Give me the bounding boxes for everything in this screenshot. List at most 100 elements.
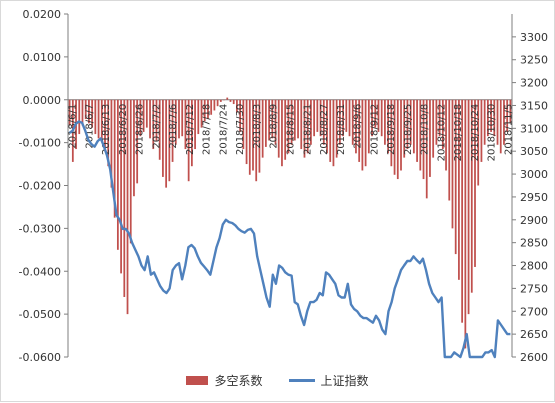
- bar-mark: [223, 99, 225, 101]
- legend-item-bar: 多空系数: [186, 372, 263, 389]
- bar-mark: [499, 99, 502, 154]
- bar-mark: [200, 99, 203, 128]
- bar-mark: [174, 99, 177, 145]
- bar-mark: [422, 99, 425, 180]
- bar-mark: [149, 99, 151, 139]
- legend-swatch-bar: [186, 375, 209, 385]
- bar-mark: [171, 99, 174, 162]
- right-tick-label: 3000: [520, 168, 548, 181]
- bar-mark: [448, 99, 451, 201]
- right-tick-label: 2850: [520, 237, 548, 250]
- bar-mark: [229, 99, 232, 102]
- bar-mark: [100, 99, 103, 141]
- x-tick-label: 2018/10/8: [420, 104, 431, 155]
- bar-mark: [78, 99, 81, 135]
- bar-mark: [129, 99, 132, 244]
- bar-mark: [142, 99, 145, 132]
- legend-label-line: 上证指数: [320, 373, 369, 388]
- bar-mark: [203, 99, 206, 122]
- bar-mark: [258, 99, 261, 173]
- x-tick-label: 2018/7/2: [151, 104, 162, 149]
- bar-mark: [338, 99, 341, 145]
- x-tick-label: 2018/7/6: [168, 104, 179, 149]
- bar-mark: [158, 99, 161, 160]
- x-tick-label: 2018/6/26: [135, 104, 146, 155]
- bar-mark: [319, 99, 322, 137]
- bar-mark: [245, 99, 248, 165]
- bar-mark: [361, 99, 364, 171]
- bar-mark: [332, 99, 335, 167]
- bar-mark: [406, 99, 409, 150]
- x-tick-label: 2018/10/24: [470, 104, 481, 162]
- index-line: [68, 120, 511, 359]
- bar-mark: [409, 99, 412, 145]
- bar-mark: [425, 99, 428, 199]
- left-tick-label: -0.0100: [19, 137, 61, 150]
- bar-mark: [335, 99, 338, 158]
- bar-mark: [358, 99, 361, 162]
- bar-mark: [377, 99, 380, 132]
- bar-mark: [303, 99, 306, 158]
- right-tick-label: 3300: [520, 31, 548, 44]
- right-tick-label: 2800: [520, 260, 548, 273]
- bar-mark: [454, 99, 457, 255]
- right-tick-label: 3150: [520, 99, 548, 112]
- bar-mark: [261, 99, 264, 158]
- x-tick-label: 2018/8/9: [269, 104, 280, 149]
- bar-mark: [213, 99, 216, 111]
- bar-mark: [310, 99, 312, 145]
- right-tick-label: 2650: [520, 328, 548, 341]
- right-tick-label: 2950: [520, 191, 548, 204]
- legend: 多空系数 上证指数: [0, 370, 555, 390]
- right-tick-label: 3200: [520, 77, 548, 90]
- bar-mark: [290, 99, 293, 145]
- x-tick-label: 2018/8/27: [319, 104, 330, 155]
- right-tick-label: 3050: [520, 145, 548, 158]
- bar-mark: [403, 99, 406, 158]
- bar-mark: [329, 99, 332, 162]
- bar-mark: [322, 99, 325, 145]
- x-tick-label: 2018/10/30: [487, 104, 498, 162]
- left-tick-label: -0.0600: [19, 351, 61, 364]
- bar-mark: [216, 99, 219, 107]
- bar-mark: [165, 99, 168, 188]
- bar-mark: [68, 99, 71, 126]
- bar-mark: [486, 99, 489, 137]
- bar-mark: [480, 99, 483, 162]
- x-tick-label: 2018/9/18: [386, 104, 397, 155]
- bar-mark: [458, 99, 460, 280]
- bar-mark: [400, 99, 402, 171]
- bar-mark: [120, 99, 122, 274]
- bar-mark: [181, 99, 184, 137]
- left-tick-label: -0.0400: [19, 265, 61, 278]
- bar-mark: [252, 99, 254, 171]
- bar-mark: [326, 99, 328, 154]
- bar-mark: [162, 99, 164, 177]
- legend-item-line: 上证指数: [288, 372, 369, 389]
- legend-swatch-line: [288, 378, 315, 382]
- bar-mark: [374, 99, 377, 128]
- bar-mark: [297, 99, 299, 139]
- bar-mark: [509, 99, 512, 124]
- bar-mark: [113, 99, 116, 218]
- x-tick-label: 2018/10/12: [436, 104, 447, 162]
- bar-mark: [393, 99, 396, 175]
- bar-mark: [380, 99, 383, 137]
- bar-mark: [136, 99, 139, 184]
- bar-mark: [281, 99, 283, 167]
- bar-mark: [503, 99, 505, 145]
- bar-mark: [94, 99, 97, 135]
- bar-mark: [274, 99, 277, 145]
- x-tick-label: 2018/7/24: [218, 104, 229, 155]
- bar-mark: [107, 99, 110, 167]
- bar-mark: [483, 99, 486, 145]
- legend-label-bar: 多空系数: [214, 373, 263, 388]
- x-tick-label: 2018/9/12: [369, 104, 380, 155]
- bar-mark: [432, 99, 435, 158]
- bar-mark: [355, 99, 357, 154]
- right-tick-label: 2600: [520, 351, 548, 364]
- x-tick-label: 2018/7/12: [185, 104, 196, 155]
- x-tick-label: 2018/8/3: [252, 104, 263, 149]
- bar-mark: [190, 99, 193, 167]
- bar-mark: [396, 99, 399, 180]
